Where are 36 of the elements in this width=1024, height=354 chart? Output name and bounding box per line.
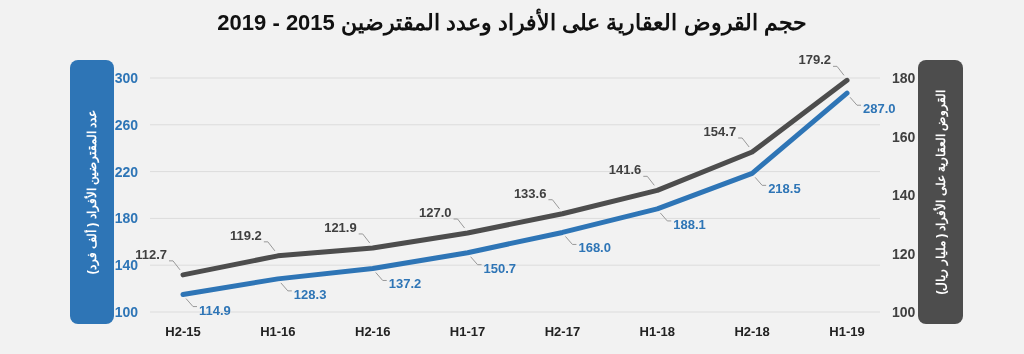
y-tick-label: 220 <box>114 163 139 180</box>
data-label: 168.0 <box>578 240 611 256</box>
y2-tick-label: 100 <box>892 304 916 320</box>
x-tick-label: H2-18 <box>734 324 770 339</box>
data-label: 188.1 <box>673 216 706 232</box>
x-tick-label: H1-17 <box>449 324 486 339</box>
y-tick-label: 300 <box>114 70 139 86</box>
data-label: 137.2 <box>388 276 422 292</box>
data-label: 287.0 <box>863 101 896 117</box>
y-tick-label: 100 <box>114 304 139 320</box>
data-label: 218.5 <box>768 181 801 197</box>
data-label: 119.2 <box>230 227 262 243</box>
y-tick-label: 260 <box>114 116 139 133</box>
y2-tick-label: 160 <box>892 128 916 145</box>
x-tick-label: H1-18 <box>639 324 675 339</box>
data-label: 150.7 <box>483 260 517 276</box>
y2-axis-title: القروض العقارية على الأفراد ( مليار ريال) <box>933 89 949 295</box>
x-tick-label: H2-16 <box>355 324 391 339</box>
data-label: 127.0 <box>419 205 452 221</box>
data-label: 141.6 <box>608 162 642 178</box>
x-tick-label: H1-16 <box>260 324 296 339</box>
y2-tick-label: 180 <box>892 70 916 86</box>
data-label: 128.3 <box>293 286 327 302</box>
x-tick-label: H2-17 <box>544 324 581 339</box>
x-tick-label: H1-19 <box>829 324 865 339</box>
data-label: 121.9 <box>324 219 357 235</box>
y-axis-title: عدد المقترضين الأفراد ( ألف فرد) <box>84 109 100 275</box>
chart-title: حجم القروض العقارية على الأفراد وعدد المقترضين 2015 - 2019 <box>217 8 807 36</box>
x-tick-label: H2-15 <box>165 324 201 339</box>
data-label: 154.7 <box>703 124 737 139</box>
data-label: 114.9 <box>199 302 231 318</box>
data-label: 133.6 <box>513 185 547 201</box>
data-label: 179.2 <box>798 52 831 68</box>
y2-tick-label: 140 <box>892 187 916 203</box>
y-tick-label: 180 <box>114 210 139 227</box>
y2-tick-label: 120 <box>892 245 916 262</box>
